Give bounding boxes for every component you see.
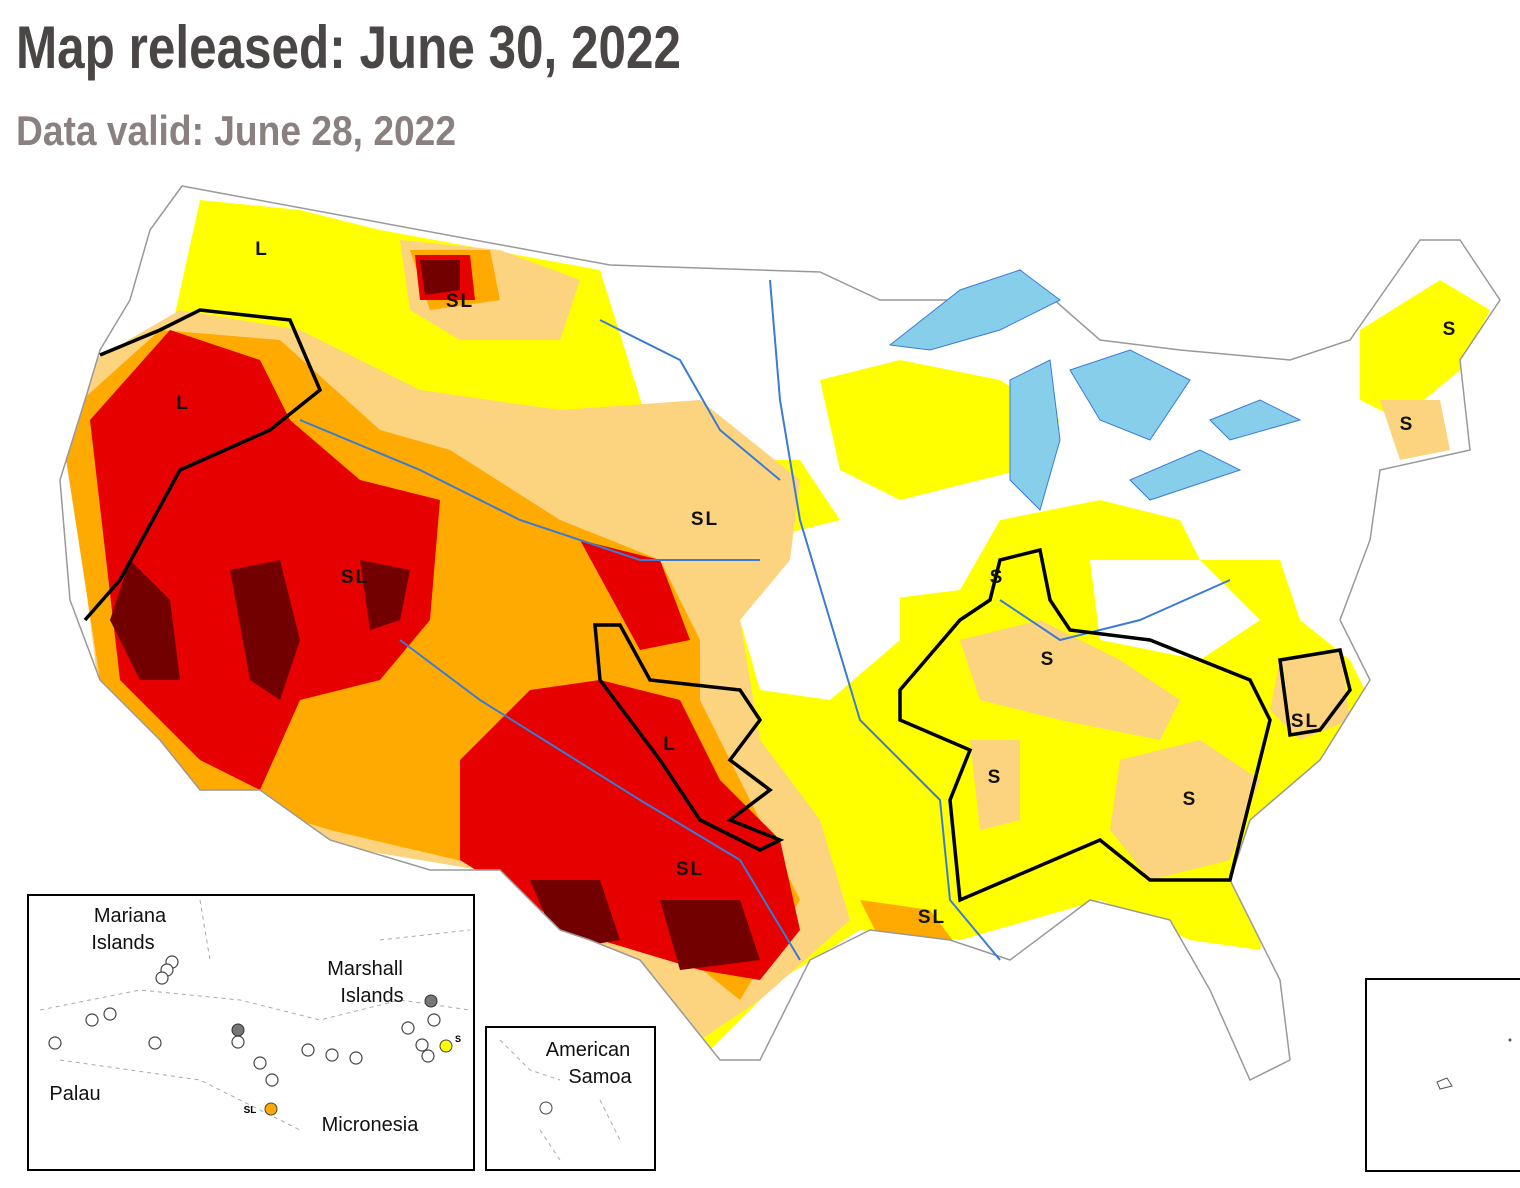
map-label: S — [1400, 414, 1415, 435]
great-lakes — [888, 269, 1302, 511]
inset-mark-label: S — [455, 1034, 461, 1044]
map-label: SL — [691, 509, 719, 530]
inset-label: Samoa — [568, 1066, 632, 1088]
inset-label: Palau — [49, 1083, 100, 1105]
inset-label: Islands — [340, 985, 403, 1007]
map-label: SL — [1291, 711, 1319, 732]
inset-label: American — [546, 1039, 630, 1061]
map-label: SL — [446, 291, 474, 312]
impact-labels: L SL L SL SL S S S S SL L S S SL SL — [176, 239, 1458, 928]
inset-label: Micronesia — [322, 1114, 420, 1136]
map-label: S — [988, 767, 1003, 788]
inset-label: Marshall — [327, 958, 403, 980]
map-label: S — [1041, 649, 1056, 670]
map-label: SL — [676, 859, 704, 880]
map-label: S — [1443, 319, 1458, 340]
title: Map released: June 30, 2022 — [16, 14, 681, 81]
map-label: L — [176, 393, 190, 414]
map-label: SL — [341, 567, 369, 588]
inset-label: Mariana — [94, 905, 167, 927]
hawaii-inset — [1365, 978, 1520, 1172]
samoa-inset: American Samoa — [485, 1026, 656, 1171]
pacific-inset: Mariana Islands Marshall Islands Palau M… — [27, 894, 475, 1171]
inset-mark-label: SL — [244, 1105, 257, 1116]
rivers — [299, 279, 1231, 961]
map-label: S — [990, 567, 1005, 588]
map-label: L — [663, 734, 677, 755]
inset-label: Islands — [91, 932, 154, 954]
map-label: S — [1183, 789, 1198, 810]
subtitle: Data valid: June 28, 2022 — [16, 107, 456, 154]
impact-lines — [83, 308, 1352, 903]
map-label: L — [255, 239, 269, 260]
us-outline — [59, 185, 1501, 1082]
map-label: SL — [918, 907, 946, 928]
